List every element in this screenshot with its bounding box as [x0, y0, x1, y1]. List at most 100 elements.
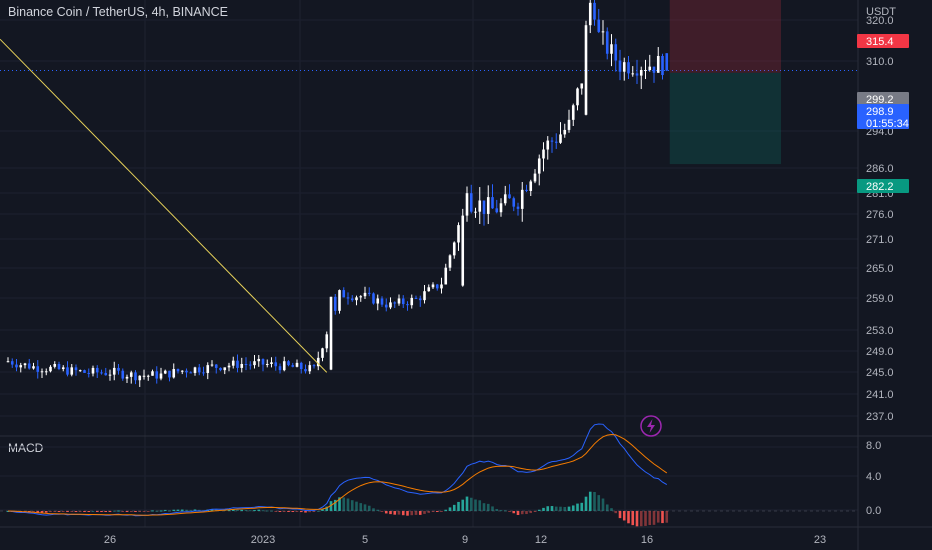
histogram-bar [193, 509, 197, 511]
histogram-bar [656, 511, 660, 523]
candle-body [559, 134, 562, 143]
trendline [0, 38, 328, 373]
candle-body [367, 292, 371, 294]
histogram-bar [376, 509, 380, 511]
histogram-bar [333, 499, 337, 511]
candle [512, 196, 516, 212]
candle [112, 361, 116, 381]
candle [231, 356, 235, 369]
candle [49, 365, 52, 373]
candle-body [567, 119, 571, 130]
price-tick-label: 286.0 [866, 163, 894, 175]
price-tick-label: 310.0 [866, 56, 894, 68]
candle [129, 370, 133, 384]
candle [648, 54, 652, 72]
candle [474, 207, 477, 218]
candle [53, 361, 57, 369]
histogram-bar [134, 511, 137, 512]
candle [482, 200, 486, 226]
currency-label: USDT [866, 6, 896, 18]
candle [219, 367, 222, 372]
histogram-bar [431, 511, 435, 512]
candle-body [312, 365, 316, 367]
candle-body [15, 364, 18, 368]
candle [457, 222, 460, 251]
histogram-bar [36, 511, 40, 513]
candle-body [253, 361, 256, 366]
candle [163, 369, 167, 375]
candle-body [329, 296, 333, 370]
histogram-bar [299, 511, 303, 513]
candle-body [406, 304, 409, 306]
candle [108, 369, 112, 381]
candle-body [163, 370, 167, 374]
histogram-bar [163, 509, 167, 511]
histogram-bar [393, 511, 397, 515]
candle [240, 357, 244, 373]
candle-body [448, 255, 452, 268]
candle [83, 369, 86, 373]
candle-body [580, 83, 584, 89]
histogram-bar [546, 506, 550, 511]
candle-body [231, 360, 235, 366]
candle-body [593, 2, 596, 20]
candle-body [622, 62, 626, 72]
candle [321, 347, 324, 362]
candle [257, 355, 261, 367]
histogram-bar [49, 511, 52, 513]
candle-body [180, 370, 184, 372]
histogram-bar [461, 499, 465, 511]
candle-body [656, 56, 660, 73]
candle [397, 294, 401, 306]
candle-body [508, 194, 511, 199]
candle-body [529, 181, 533, 191]
time-tick-label: 26 [104, 534, 116, 546]
candle-body [193, 367, 197, 373]
histogram-bar [665, 511, 669, 523]
histogram-bar [584, 496, 588, 511]
candle [516, 202, 520, 216]
histogram-bar [321, 509, 324, 511]
candle-body [384, 304, 388, 308]
candle [550, 137, 554, 153]
macd-label[interactable]: MACD [8, 441, 44, 455]
histogram-bar [427, 511, 431, 513]
histogram-bar [308, 511, 312, 513]
histogram-bar [146, 511, 150, 512]
candle [461, 208, 465, 287]
candle-body [376, 298, 380, 304]
histogram-bar [312, 511, 316, 512]
histogram-bar [257, 509, 261, 511]
histogram-bar [512, 511, 516, 514]
candle [23, 362, 27, 369]
candle-body [104, 372, 108, 376]
candle-body [248, 364, 252, 366]
histogram-bar [414, 511, 418, 515]
candle [214, 364, 218, 374]
candle [57, 361, 61, 371]
histogram-bar [580, 502, 584, 511]
candle [614, 38, 618, 72]
candle [444, 263, 448, 285]
candle-body [397, 298, 401, 304]
candle-body [478, 200, 482, 212]
candle-body [550, 140, 554, 142]
price-tick-label: 237.0 [866, 411, 894, 423]
candle [350, 295, 354, 302]
candle [70, 364, 74, 377]
candle-body [571, 105, 575, 120]
lightning-icon[interactable] [640, 415, 662, 437]
histogram-bar [350, 500, 354, 511]
candle [563, 123, 567, 138]
histogram-bar [482, 503, 486, 511]
time-tick-label: 9 [462, 534, 468, 546]
chart-title: Binance Coin / TetherUS, 4h, BINANCE [8, 5, 229, 19]
candle-body [435, 284, 439, 289]
candle-body [70, 367, 74, 375]
histogram-bar [278, 511, 282, 512]
candle-body [461, 215, 465, 286]
candle-body [227, 365, 231, 368]
candle-body [214, 364, 218, 368]
candle [95, 365, 99, 378]
